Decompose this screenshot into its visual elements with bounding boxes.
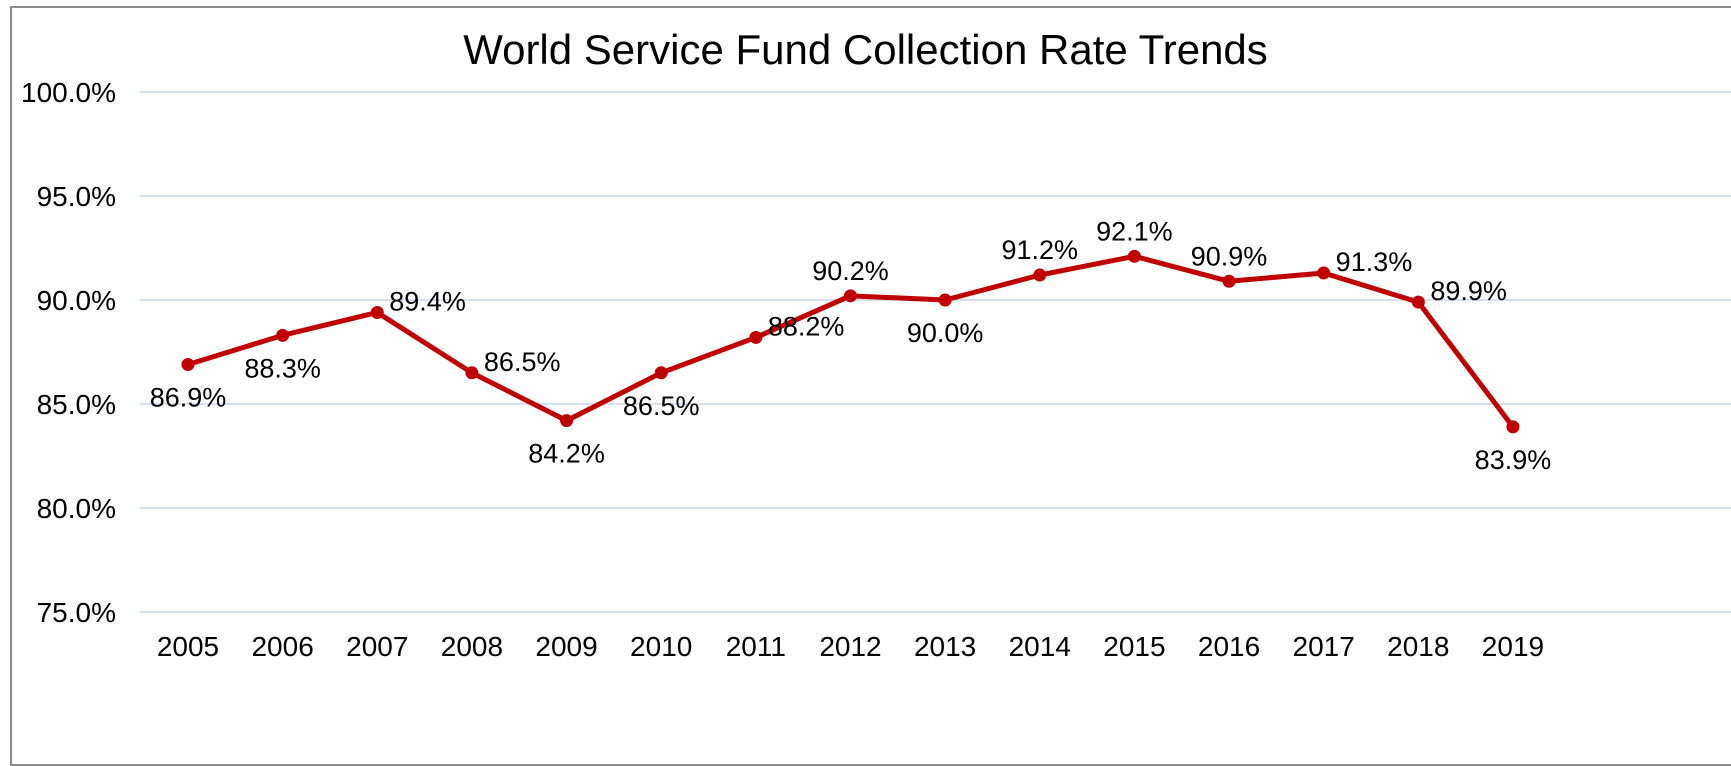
data-point <box>654 366 668 380</box>
data-label: 91.3% <box>1336 247 1413 277</box>
x-tick-label: 2010 <box>630 631 692 662</box>
data-label: 86.5% <box>484 347 561 377</box>
x-tick-label: 2013 <box>914 631 976 662</box>
data-label: 90.2% <box>812 256 889 286</box>
y-tick-label: 75.0% <box>37 597 116 628</box>
x-tick-label: 2017 <box>1293 631 1355 662</box>
x-tick-label: 2018 <box>1387 631 1449 662</box>
data-point <box>1033 268 1047 282</box>
y-tick-label: 80.0% <box>37 493 116 524</box>
data-label: 88.2% <box>768 311 845 341</box>
x-tick-label: 2007 <box>346 631 408 662</box>
data-point <box>1506 420 1520 434</box>
y-tick-label: 100.0% <box>21 77 116 108</box>
data-point <box>560 414 574 428</box>
data-label: 89.9% <box>1430 276 1507 306</box>
data-point <box>276 328 290 342</box>
x-tick-label: 2011 <box>726 631 786 662</box>
chart-plot: 75.0% 80.0% 85.0% 90.0% 95.0% 100.0% 2005 2006… <box>21 77 1731 662</box>
data-label: 90.9% <box>1191 241 1268 271</box>
x-tick-label: 2008 <box>441 631 503 662</box>
gridlines <box>140 91 1731 613</box>
data-labels: 86.9% 88.3% 89.4% 86.5% 84.2% 86.5% 88.2% 90.2%… <box>150 216 1552 475</box>
x-tick-label: 2019 <box>1482 631 1544 662</box>
markers <box>181 249 1520 434</box>
data-point <box>1411 295 1425 309</box>
x-tick-label: 2015 <box>1103 631 1165 662</box>
chart-title: World Service Fund Collection Rate Trend… <box>463 26 1268 73</box>
data-point <box>1222 274 1236 288</box>
data-point <box>843 289 857 303</box>
data-point <box>1317 266 1331 280</box>
data-label: 89.4% <box>389 286 466 316</box>
data-label: 84.2% <box>528 439 605 469</box>
data-point <box>465 366 479 380</box>
data-label: 88.3% <box>244 353 321 383</box>
x-axis-ticks: 2005 2006 2007 2008 2009 2010 2011 2012 2013 2014… <box>157 631 1544 662</box>
y-tick-label: 95.0% <box>37 181 116 212</box>
data-point <box>938 293 952 307</box>
data-label: 86.5% <box>623 391 700 421</box>
data-point <box>370 305 384 319</box>
x-tick-label: 2009 <box>535 631 597 662</box>
data-label: 92.1% <box>1096 216 1173 246</box>
data-label: 91.2% <box>1001 235 1078 265</box>
x-tick-label: 2005 <box>157 631 219 662</box>
x-tick-label: 2014 <box>1009 631 1071 662</box>
x-tick-label: 2016 <box>1198 631 1260 662</box>
y-axis-ticks: 75.0% 80.0% 85.0% 90.0% 95.0% 100.0% <box>21 77 116 628</box>
data-point <box>181 357 195 371</box>
y-tick-label: 90.0% <box>37 285 116 316</box>
data-label: 90.0% <box>907 318 984 348</box>
x-tick-label: 2012 <box>819 631 881 662</box>
data-point <box>1127 249 1141 263</box>
y-tick-label: 85.0% <box>37 389 116 420</box>
data-point <box>749 330 763 344</box>
data-label: 86.9% <box>150 382 227 412</box>
data-label: 83.9% <box>1475 445 1552 475</box>
x-tick-label: 2006 <box>251 631 313 662</box>
